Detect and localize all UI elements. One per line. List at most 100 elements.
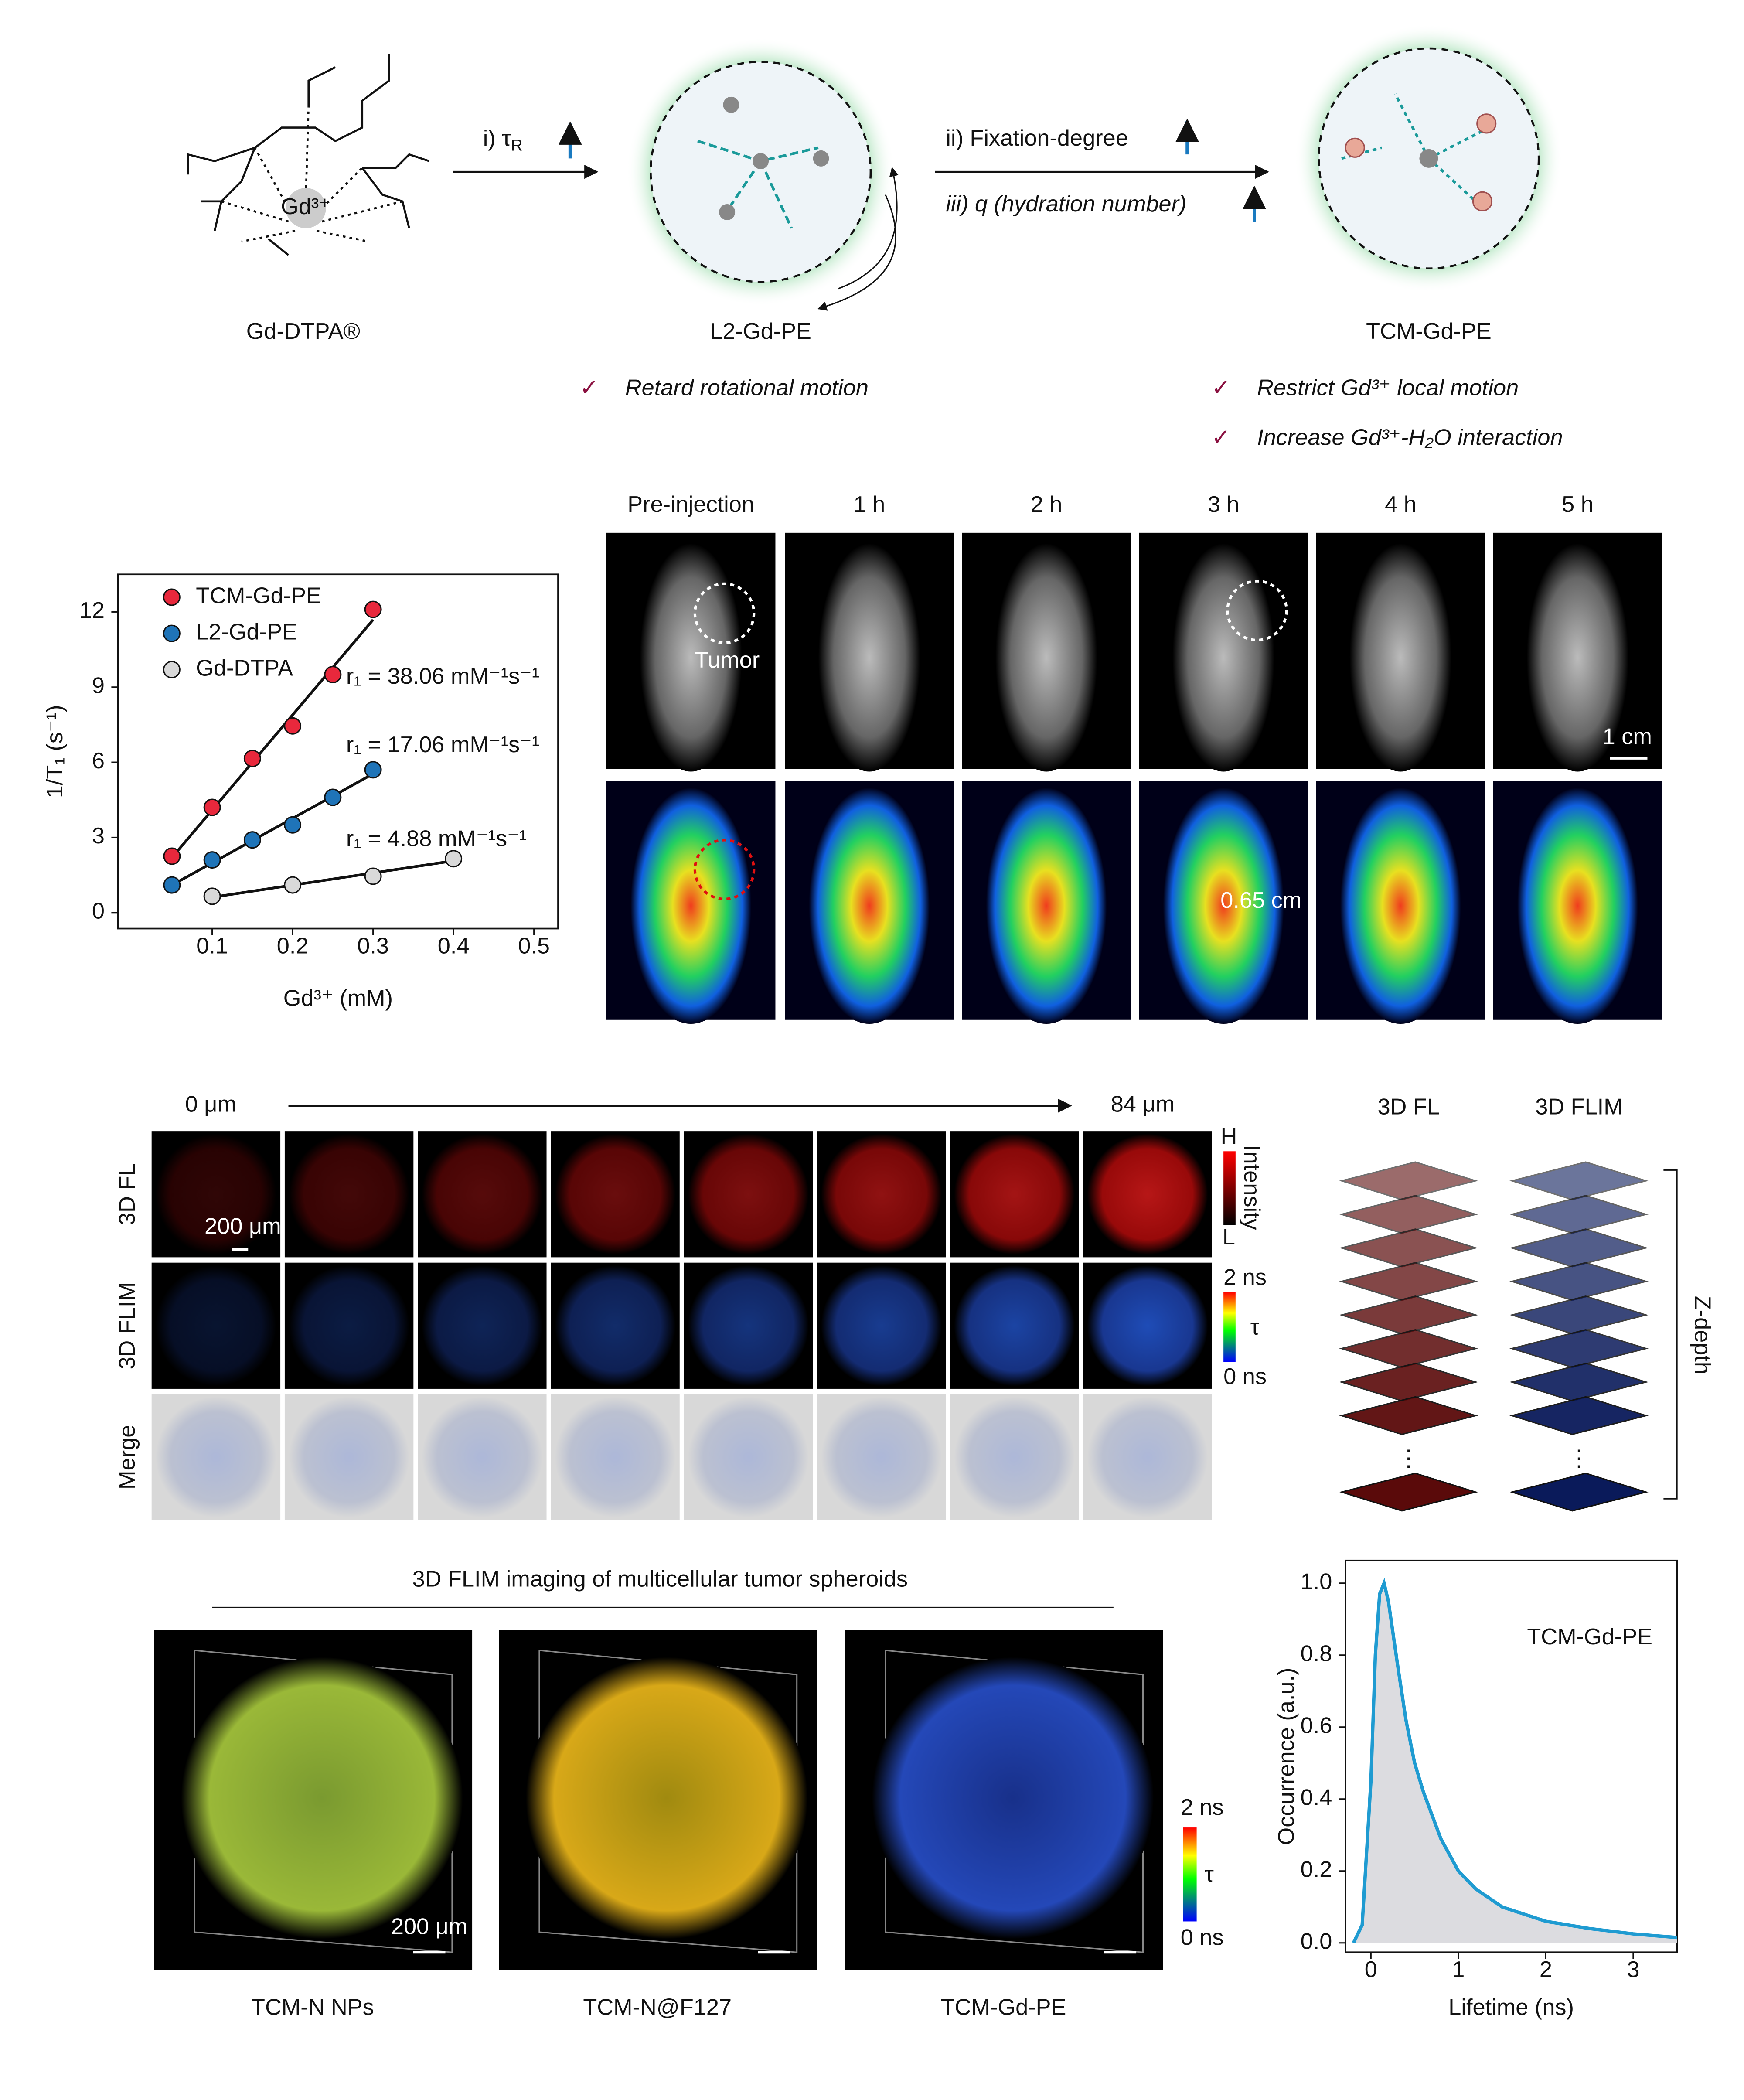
stack-layer: [1509, 1362, 1649, 1402]
slope-label: r₁ = 4.88 mM⁻¹s⁻¹: [346, 826, 527, 851]
data-point: [324, 788, 342, 806]
y-axis-label: Occurrence (a.u.): [1274, 1668, 1299, 1845]
data-point: [243, 831, 261, 849]
row-label: Merge: [115, 1425, 140, 1490]
bracket: [1663, 1169, 1678, 1500]
colorbar-high: 2 ns: [1223, 1265, 1267, 1290]
section-title: 3D FLIM imaging of multicellular tumor s…: [412, 1567, 908, 1592]
zstack-disc: [954, 1265, 1075, 1386]
depth-end: 84 μm: [1111, 1092, 1175, 1117]
x-axis-label: Lifetime (ns): [1448, 1994, 1574, 2020]
zstack-disc: [1087, 1265, 1208, 1386]
step-sub: R: [511, 136, 523, 154]
area-fill: [1353, 1583, 1677, 1943]
mri-heat: [1163, 788, 1284, 1024]
colorbar-title: Intensity: [1239, 1145, 1264, 1231]
legend-marker: [163, 588, 181, 606]
x-axis-label: Gd³⁺ (mM): [283, 985, 393, 1011]
colorbar: [1223, 1151, 1236, 1225]
colorbar: [1223, 1292, 1236, 1362]
data-point: [163, 876, 181, 894]
gd-ion: [286, 188, 326, 228]
zstack-disc: [155, 1265, 276, 1386]
step-label: iii) q (hydration number): [946, 191, 1186, 217]
y-tick-label: 3: [92, 823, 105, 849]
scale-label: 200 μm: [391, 1914, 467, 1940]
data-point: [203, 887, 221, 905]
legend-label: L2-Gd-PE: [196, 619, 297, 644]
fit-line: [171, 772, 374, 886]
zstack-disc: [688, 1134, 809, 1255]
spheroid: [181, 1657, 463, 1939]
stack-layer: [1339, 1473, 1478, 1512]
mri-heat: [986, 788, 1107, 1024]
zstack-disc: [821, 1134, 942, 1255]
row-label: 3D FL: [115, 1163, 140, 1225]
tcm-dyes: [1345, 113, 1497, 211]
y-tick-label: 1.0: [1301, 1569, 1332, 1595]
np-l2: [650, 61, 872, 283]
colorbar-title: τ: [1205, 1862, 1214, 1887]
mri-heat: [1340, 788, 1461, 1024]
spheroid: [526, 1657, 808, 1939]
y-tick-label: 0.8: [1301, 1641, 1332, 1667]
mri-body: [995, 543, 1097, 772]
up-arrows: [558, 118, 1266, 222]
scale-label: 200 μm: [204, 1214, 281, 1239]
zstack-disc: [688, 1265, 809, 1386]
compound-label: L2-Gd-PE: [710, 319, 811, 344]
mri-heat: [809, 788, 930, 1024]
step-label: i) τR: [483, 126, 523, 154]
check: ✓: [1211, 375, 1230, 400]
data-point: [284, 717, 302, 735]
tumor-marker: [693, 582, 756, 644]
stack-layer: [1339, 1161, 1478, 1200]
time-label: 2 h: [1031, 492, 1063, 517]
stack-layer: [1509, 1396, 1649, 1435]
check-text: Increase Gd³⁺-H₂O interaction: [1257, 425, 1563, 450]
data-point: [364, 600, 382, 618]
stack-layer: [1339, 1295, 1478, 1335]
data-line: [1352, 1578, 1677, 1944]
x-tick-label: 3: [1627, 1957, 1639, 1982]
x-tick-label: 2: [1540, 1957, 1552, 1982]
stack-layer: [1509, 1161, 1649, 1200]
mri-body: [1349, 543, 1452, 772]
step-text: i) τ: [483, 126, 511, 151]
curved-arrow: [838, 167, 899, 290]
mri-body: [640, 543, 742, 772]
stack-layer: [1339, 1195, 1478, 1234]
check: ✓: [579, 375, 599, 400]
zstack-disc: [954, 1134, 1075, 1255]
sample-label: TCM-Gd-PE: [941, 1994, 1066, 2020]
ion-label: Gd³⁺: [281, 194, 331, 219]
time-label: Pre-injection: [627, 492, 754, 517]
colorbar-low: 0 ns: [1181, 1925, 1224, 1950]
zstack-disc: [1087, 1397, 1208, 1518]
check-text: Retard rotational motion: [625, 375, 869, 400]
time-label: 5 h: [1562, 492, 1594, 517]
zstack-disc: [688, 1397, 809, 1518]
sample-label: TCM-N@F127: [583, 1994, 732, 2020]
y-tick-label: 0.2: [1301, 1857, 1332, 1882]
colorbar-title: τ: [1250, 1314, 1260, 1340]
stack-layer: [1509, 1295, 1649, 1335]
gd-dots: [719, 96, 1438, 220]
data-point: [364, 761, 382, 779]
colorbar-low: L: [1223, 1224, 1235, 1250]
legend-marker: [163, 624, 181, 642]
mri-body: [1526, 543, 1629, 772]
row-label: 3D FLIM: [115, 1282, 140, 1370]
stack-layer: [1339, 1228, 1478, 1268]
stack-title: 3D FLIM: [1535, 1094, 1623, 1120]
x-tick-label: 0.4: [438, 933, 470, 958]
y-axis-label: 1/T₁ (s⁻¹): [42, 705, 68, 798]
x-tick-label: 0.3: [357, 933, 389, 958]
zstack-disc: [1087, 1134, 1208, 1255]
zstack-disc: [422, 1134, 543, 1255]
data-point: [324, 666, 342, 684]
mri-body: [1172, 543, 1275, 772]
y-tick-label: 0.4: [1301, 1785, 1332, 1810]
